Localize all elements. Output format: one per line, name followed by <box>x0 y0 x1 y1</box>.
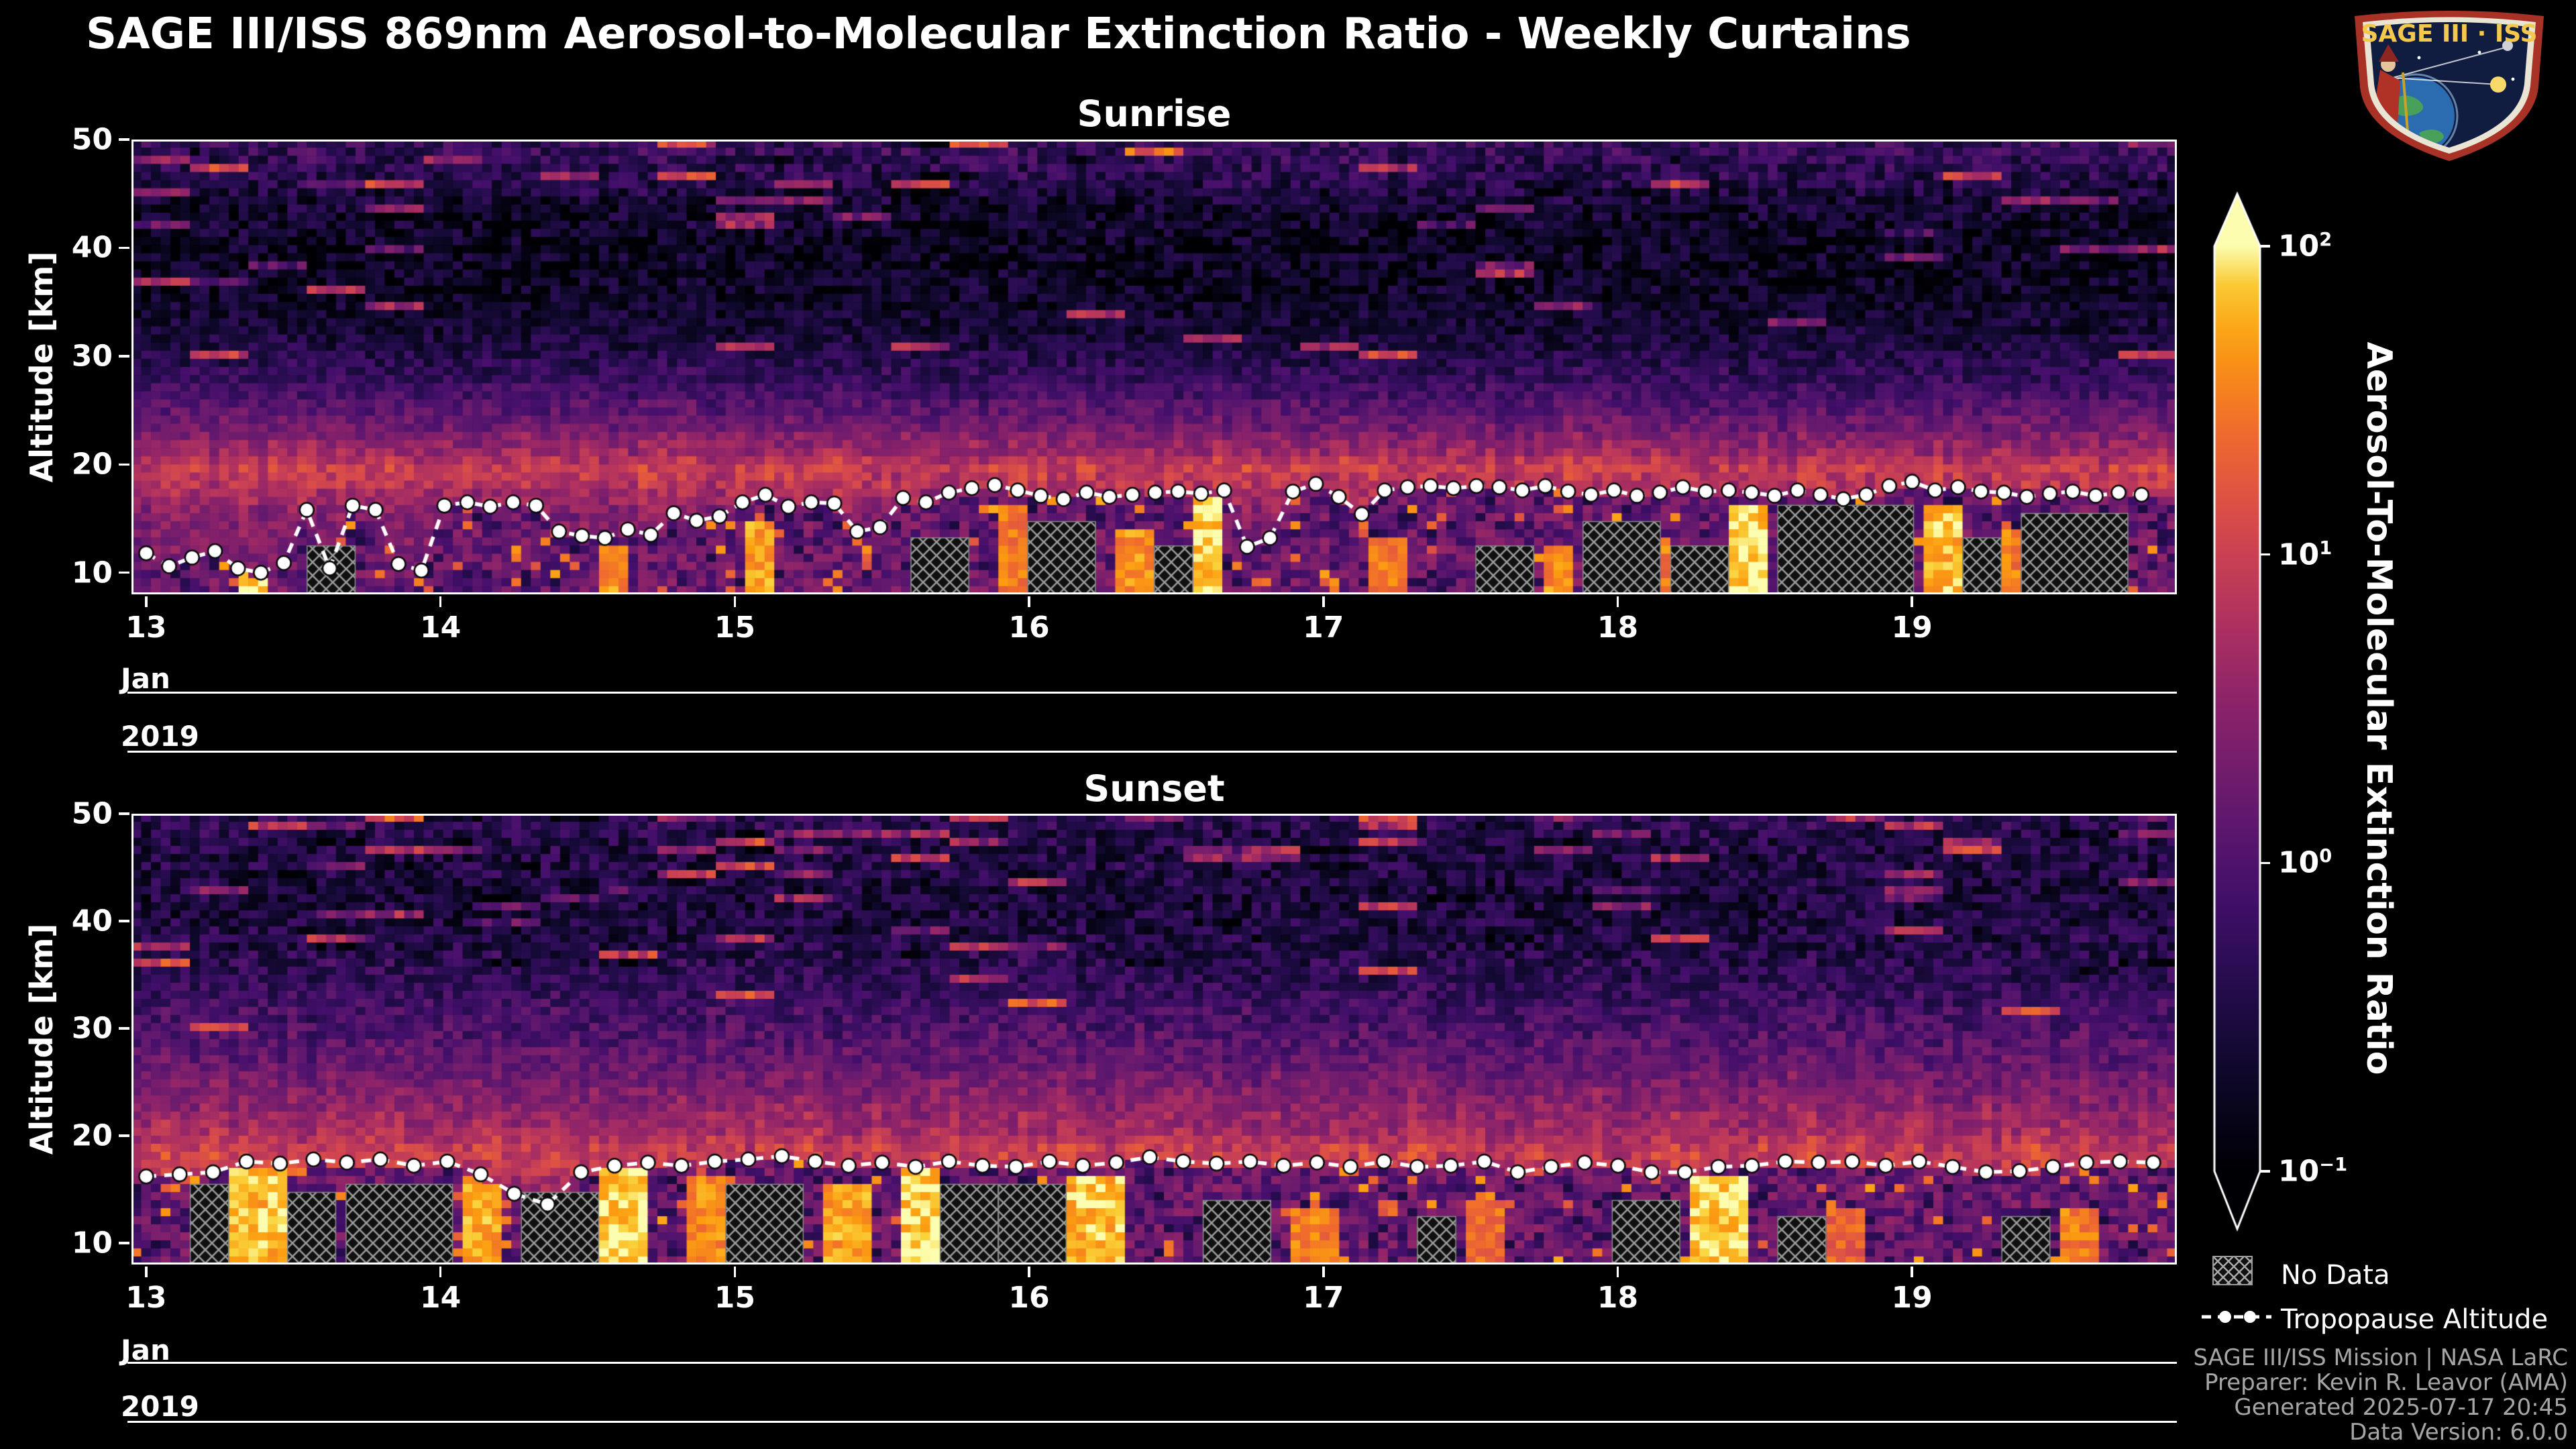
x-tick-mark <box>439 596 442 607</box>
colorbar-tick-label: 101 <box>2278 537 2332 572</box>
y-tick-label: 50 <box>71 122 113 157</box>
x-tick-label: 13 <box>125 1281 167 1315</box>
y-tick-label: 10 <box>71 1226 113 1260</box>
y-tick-label: 30 <box>71 339 113 374</box>
no-data-legend-label: No Data <box>2281 1260 2390 1291</box>
colorbar-tick-mark <box>2260 1170 2270 1173</box>
colorbar-tick-label: 100 <box>2278 845 2332 880</box>
x-tick-mark <box>1616 596 1619 607</box>
x-tick-label: 19 <box>1891 610 1933 645</box>
x-tick-mark <box>733 596 737 607</box>
sunset-year-label: 2019 <box>121 1390 199 1423</box>
y-tick-label: 40 <box>71 904 113 938</box>
colorbar <box>2204 184 2278 1241</box>
x-tick-mark <box>733 1267 737 1277</box>
colorbar-tick-mark <box>2260 553 2270 556</box>
x-tick-label: 14 <box>420 1281 462 1315</box>
y-tick-mark <box>119 1027 129 1030</box>
credit-line: SAGE III/ISS Mission | NASA LaRC <box>2193 1344 2568 1371</box>
x-tick-label: 16 <box>1008 610 1050 645</box>
sunset-heatmap-panel <box>131 814 2177 1265</box>
x-tick-mark <box>1911 596 1913 607</box>
moon-icon <box>2502 40 2513 51</box>
credit-line: Generated 2025-07-17 20:45 <box>2234 1394 2568 1421</box>
x-tick-label: 19 <box>1891 1281 1933 1315</box>
tropopause-line-icon <box>2202 1311 2271 1323</box>
y-tick-mark <box>119 1242 129 1244</box>
colorbar-tick-mark <box>2260 861 2270 865</box>
y-tick-label: 20 <box>71 447 113 482</box>
y-tick-mark <box>119 812 129 815</box>
y-tick-mark <box>119 920 129 922</box>
sunset-heatmap-canvas <box>131 814 2177 1265</box>
x-tick-label: 16 <box>1008 1281 1050 1315</box>
sunset-month-divider <box>127 1362 2177 1364</box>
sunrise-year-label: 2019 <box>121 720 199 753</box>
x-tick-mark <box>1911 1267 1913 1277</box>
x-tick-mark <box>145 1267 148 1277</box>
y-tick-mark <box>119 355 129 358</box>
x-tick-mark <box>1322 596 1325 607</box>
colorbar-tick-label: 10−1 <box>2278 1154 2348 1189</box>
tropopause-legend-label: Tropopause Altitude <box>2281 1304 2548 1335</box>
x-tick-label: 17 <box>1303 610 1344 645</box>
colorbar-tick-mark <box>2260 245 2270 248</box>
x-tick-mark <box>145 596 148 607</box>
sunrise-month-divider <box>127 692 2177 694</box>
credit-line: Data Version: 6.0.0 <box>2349 1419 2568 1446</box>
credits-block: SAGE III/ISS Mission | NASA LaRC Prepare… <box>2193 1346 2568 1445</box>
sunset-month-label: Jan <box>121 1334 170 1366</box>
y-tick-label: 40 <box>71 230 113 265</box>
y-tick-label: 30 <box>71 1011 113 1046</box>
page-title: SAGE III/ISS 869nm Aerosol-to-Molecular … <box>86 9 1911 59</box>
x-tick-mark <box>1616 1267 1619 1277</box>
credit-line: Preparer: Kevin R. Leavor (AMA) <box>2204 1369 2568 1396</box>
y-tick-mark <box>119 571 129 574</box>
x-tick-label: 18 <box>1597 1281 1639 1315</box>
x-tick-label: 15 <box>714 1281 755 1315</box>
sunrise-heatmap-canvas <box>131 140 2177 594</box>
x-tick-label: 18 <box>1597 610 1639 645</box>
x-tick-label: 15 <box>714 610 755 645</box>
sunset-y-axis-label: Altitude [km] <box>23 923 60 1155</box>
x-tick-label: 17 <box>1303 1281 1344 1315</box>
sunrise-year-divider <box>127 751 2177 753</box>
sunrise-y-axis-label: Altitude [km] <box>23 251 60 483</box>
y-tick-mark <box>119 138 129 141</box>
x-tick-mark <box>439 1267 442 1277</box>
y-tick-mark <box>119 1134 129 1137</box>
x-tick-mark <box>1028 1267 1030 1277</box>
y-tick-mark <box>119 463 129 466</box>
no-data-hatch-icon <box>2212 1256 2253 1285</box>
logo-title: SAGE III · ISS <box>2361 20 2537 48</box>
mission-patch-logo: SAGE III · ISS <box>2355 11 2544 161</box>
x-tick-mark <box>1322 1267 1325 1277</box>
sunset-title: Sunset <box>1083 767 1225 810</box>
sunrise-title: Sunrise <box>1077 93 1232 135</box>
colorbar-tick-label: 102 <box>2278 229 2332 264</box>
colorbar-label: Aerosol-To-Molecular Extinction Ratio <box>2359 341 2399 1075</box>
sunrise-month-label: Jan <box>121 662 170 695</box>
y-tick-label: 20 <box>71 1118 113 1153</box>
sun-icon <box>2490 76 2506 93</box>
y-tick-label: 50 <box>71 796 113 831</box>
sunset-year-divider <box>127 1421 2177 1423</box>
x-tick-mark <box>1028 596 1030 607</box>
sunrise-heatmap-panel <box>131 140 2177 594</box>
y-tick-label: 10 <box>71 555 113 590</box>
x-tick-label: 14 <box>420 610 462 645</box>
x-tick-label: 13 <box>125 610 167 645</box>
y-tick-mark <box>119 246 129 250</box>
